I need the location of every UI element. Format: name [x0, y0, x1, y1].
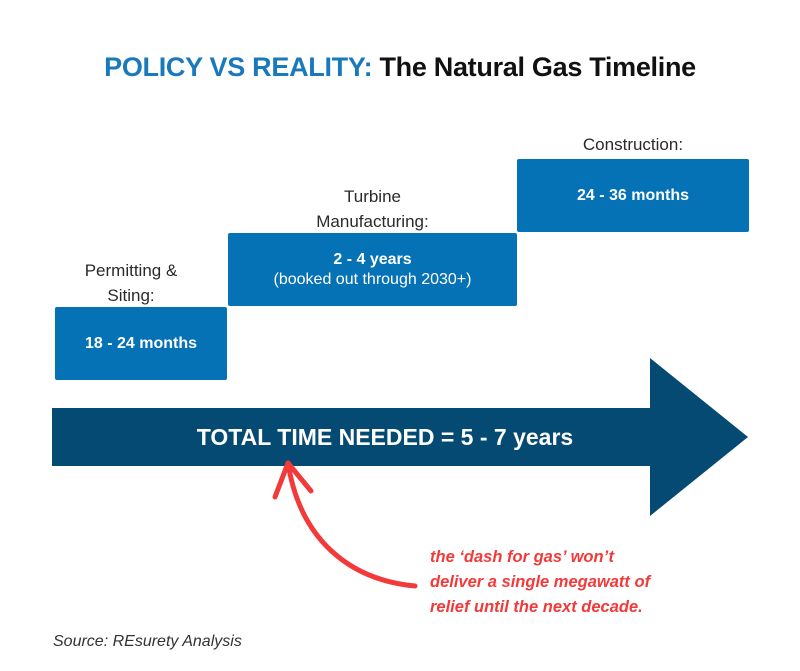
callout-line: relief until the next decade.	[430, 598, 643, 616]
callout-line: deliver a single megawatt of	[430, 573, 651, 591]
stage-note: (booked out through 2030+)	[273, 270, 472, 288]
stage-label-construction: Construction:	[517, 132, 749, 157]
source-note: Source: REsurety Analysis	[53, 633, 242, 650]
stage-box-turbine: 2 - 4 years (booked out through 2030+)	[228, 233, 517, 306]
total-time-text: TOTAL TIME NEEDED = 5 - 7 years	[196, 424, 574, 450]
stage-box-construction: 24 - 36 months	[517, 159, 749, 232]
callout-text: the ‘dash for gas’ won’t deliver a singl…	[430, 545, 750, 620]
callout-line: the ‘dash for gas’ won’t	[430, 548, 614, 566]
stage-label-line: Manufacturing:	[316, 212, 429, 231]
stage-label-turbine: Turbine Manufacturing:	[228, 184, 517, 234]
stage-duration: 18 - 24 months	[84, 334, 198, 352]
title-rest: The Natural Gas Timeline	[379, 52, 696, 82]
stage-duration: 24 - 36 months	[576, 186, 690, 204]
stage-label-line: Turbine	[343, 187, 401, 206]
red-curved-arrow-icon	[272, 460, 418, 589]
stage-label-line: Siting:	[107, 286, 155, 305]
stage-label-line: Permitting &	[84, 261, 178, 280]
stage-label-permitting: Permitting & Siting:	[55, 258, 207, 308]
stage-box-permitting: 18 - 24 months	[55, 307, 227, 380]
stage-duration: 2 - 4 years	[333, 250, 412, 268]
title-accent: POLICY VS REALITY:	[104, 52, 373, 82]
stage-label-line: Construction:	[582, 135, 684, 154]
page-title: POLICY VS REALITY: The Natural Gas Timel…	[0, 52, 800, 83]
